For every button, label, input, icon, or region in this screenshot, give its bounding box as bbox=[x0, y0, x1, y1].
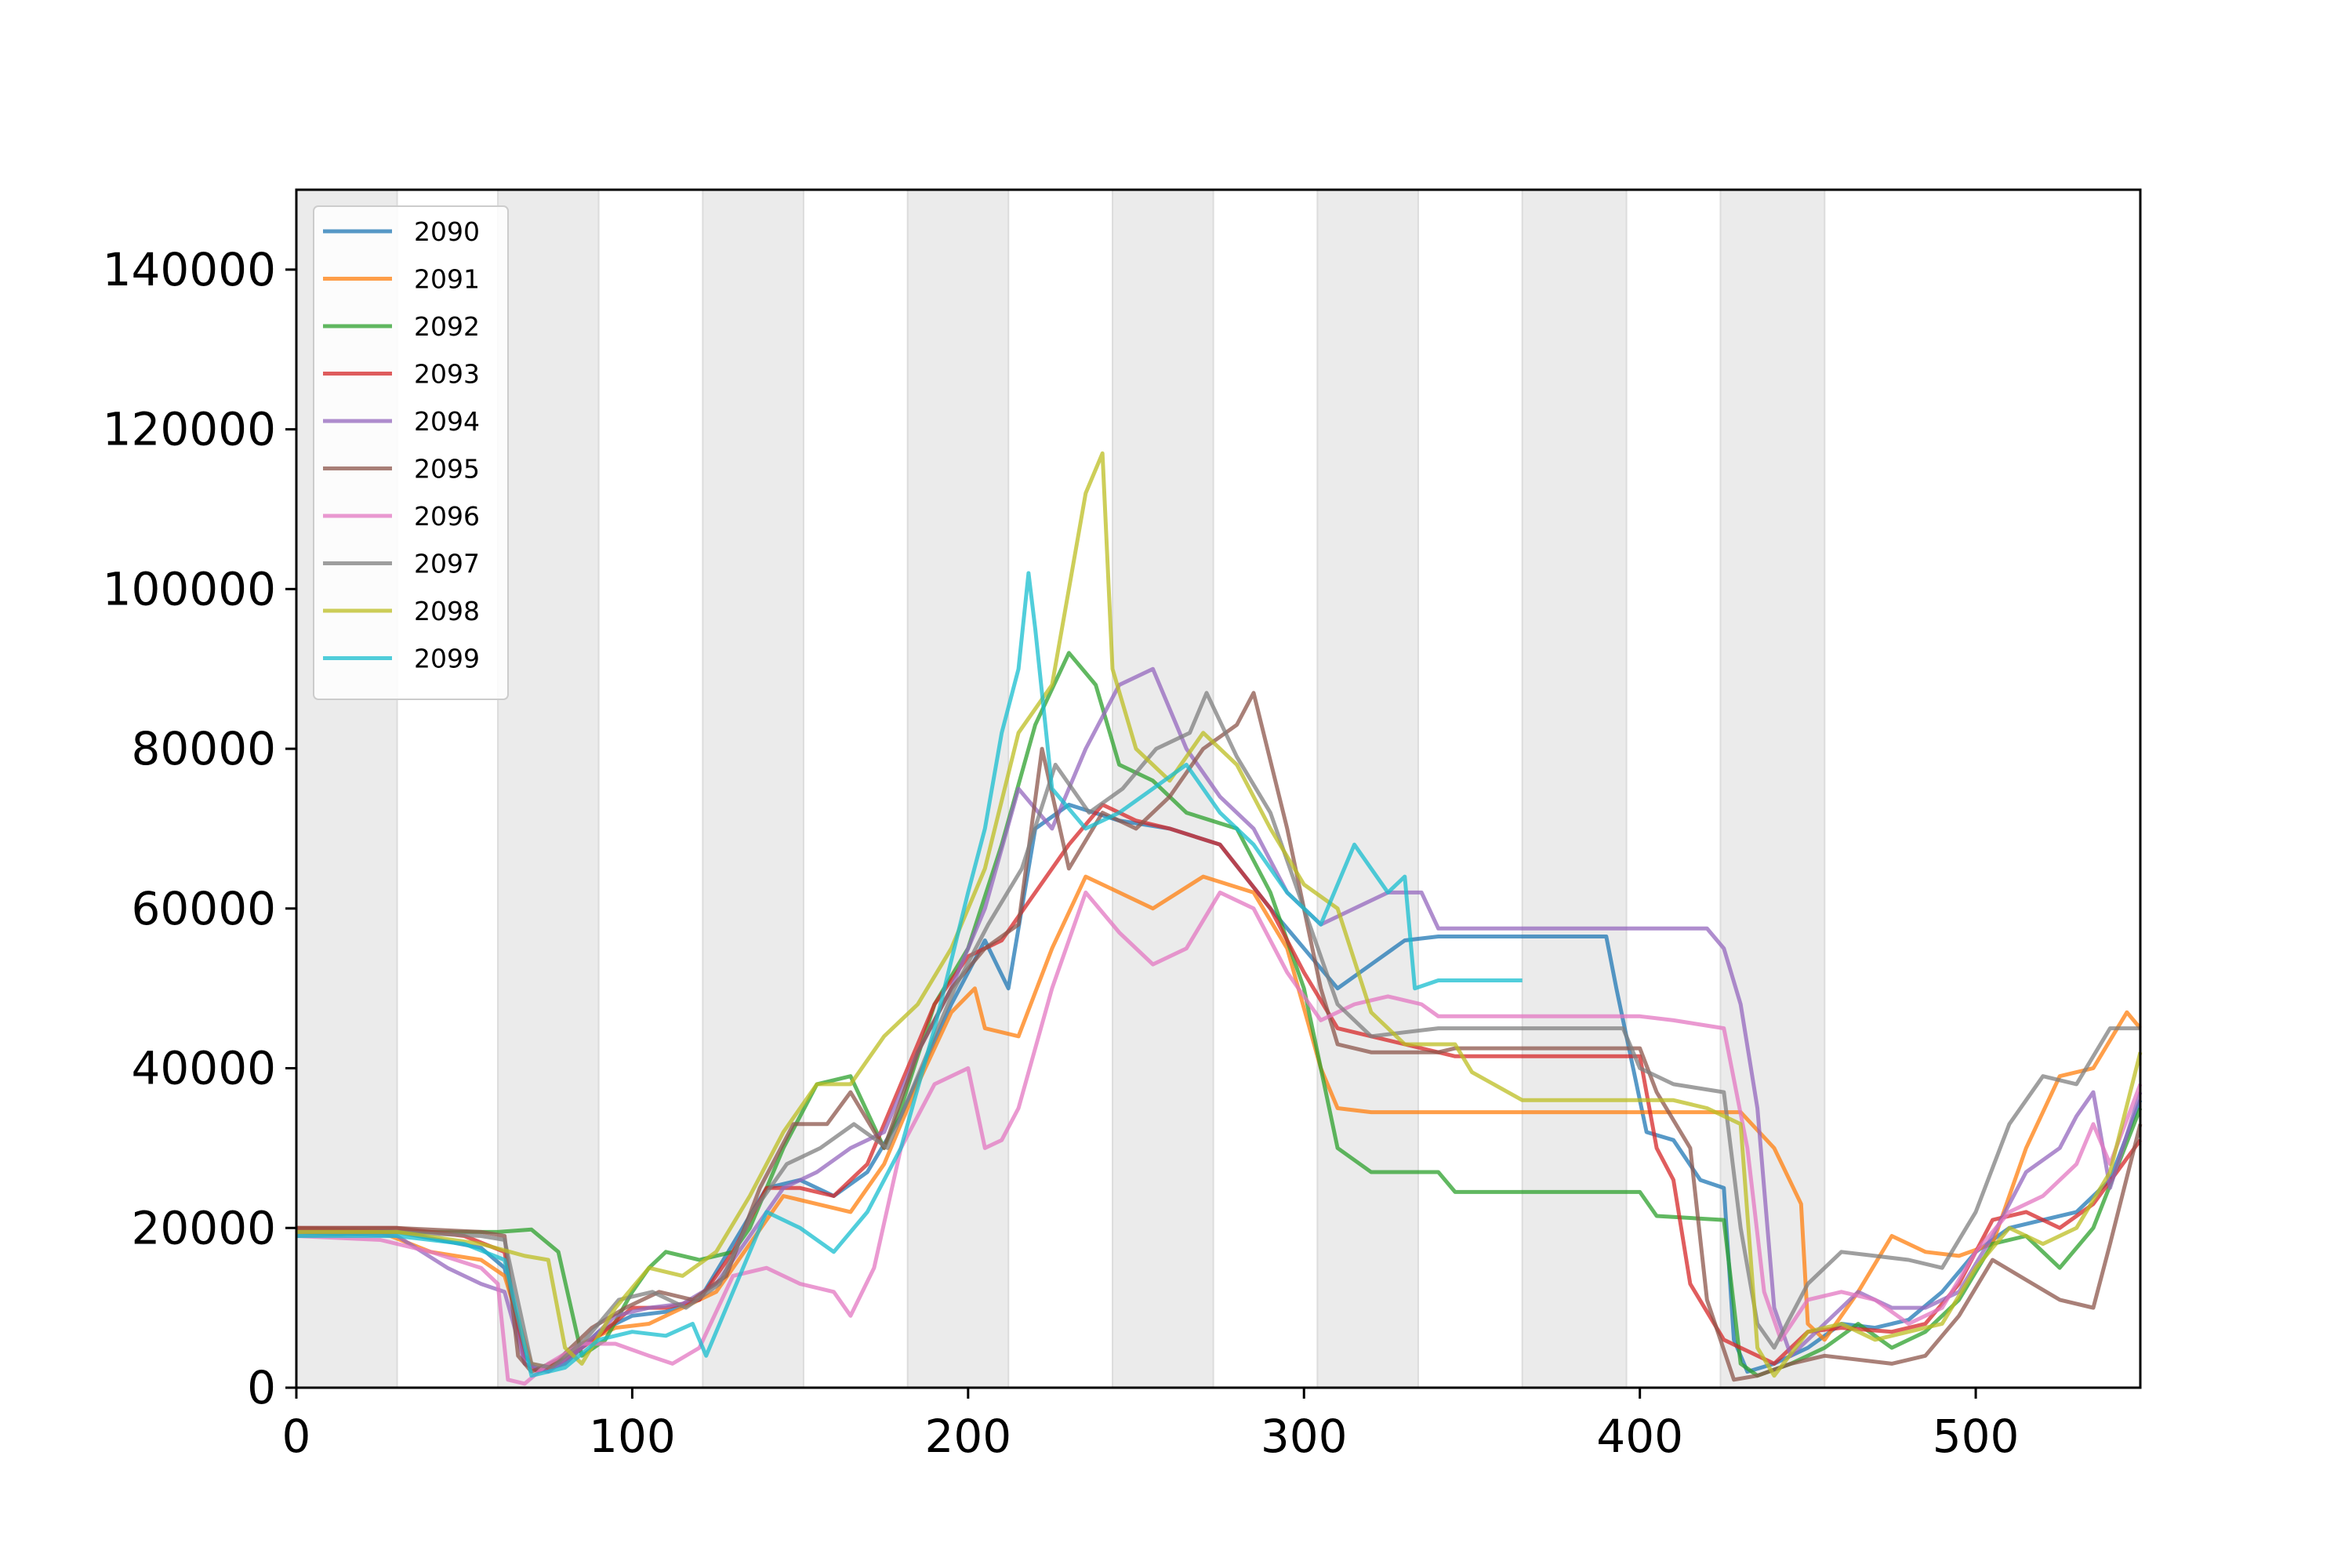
x-tick-label-5: 500 bbox=[1933, 1410, 2020, 1463]
x-tick-label-1: 100 bbox=[589, 1410, 676, 1463]
y-tick-label-4: 80000 bbox=[131, 722, 276, 775]
series-line-2093 bbox=[296, 802, 2143, 1374]
legend-label-2090: 2090 bbox=[414, 216, 480, 247]
plot-frame bbox=[295, 188, 2142, 1389]
series-line-2091 bbox=[296, 874, 2142, 1370]
legend-label-2096: 2096 bbox=[414, 501, 480, 532]
series-line-2094 bbox=[296, 666, 2143, 1374]
legend-label-2099: 2099 bbox=[414, 644, 480, 674]
y-tick-label-0: 0 bbox=[247, 1361, 276, 1414]
series-layer bbox=[296, 451, 2143, 1386]
legend-box bbox=[313, 205, 509, 700]
x-tick-label-4: 400 bbox=[1596, 1410, 1683, 1463]
plot-area bbox=[296, 190, 2140, 1388]
series-line-2097 bbox=[296, 691, 2140, 1370]
x-tick-label-2: 200 bbox=[924, 1410, 1011, 1463]
legend-label-2095: 2095 bbox=[414, 454, 480, 485]
legend-label-2093: 2093 bbox=[414, 359, 480, 390]
series-line-2096 bbox=[296, 890, 2143, 1386]
y-tick-label-6: 120000 bbox=[103, 403, 276, 456]
x-tick-label-0: 0 bbox=[282, 1410, 311, 1463]
background-band-5 bbox=[1316, 189, 1419, 1388]
series-line-2099 bbox=[296, 571, 1523, 1378]
y-tick-label-2: 40000 bbox=[131, 1042, 276, 1095]
legend-label-2097: 2097 bbox=[414, 549, 480, 579]
y-tick-label-1: 20000 bbox=[131, 1201, 276, 1254]
y-tick-label-3: 60000 bbox=[131, 882, 276, 935]
background-band-6 bbox=[1521, 189, 1628, 1388]
legend: 2090 2091 2092 2093 2094 2095 2096 2097 2098 2099 bbox=[313, 205, 509, 700]
x-axis: 0 100 200 300 400 500 bbox=[282, 1388, 2020, 1463]
y-axis: 0 20000 40000 60000 80000 100000 120000 140000 bbox=[103, 243, 296, 1414]
series-line-2098 bbox=[296, 451, 2143, 1378]
y-tick-label-5: 100000 bbox=[103, 562, 276, 615]
series-line-2092 bbox=[296, 651, 2143, 1378]
legend-label-2094: 2094 bbox=[414, 406, 480, 437]
legend-label-2091: 2091 bbox=[414, 264, 480, 295]
background-band-1 bbox=[497, 189, 600, 1388]
y-tick-label-7: 140000 bbox=[103, 243, 276, 296]
legend-label-2098: 2098 bbox=[414, 596, 480, 626]
x-tick-label-3: 300 bbox=[1261, 1410, 1348, 1463]
background-band-7 bbox=[1719, 189, 1826, 1388]
legend-label-2092: 2092 bbox=[414, 311, 480, 342]
